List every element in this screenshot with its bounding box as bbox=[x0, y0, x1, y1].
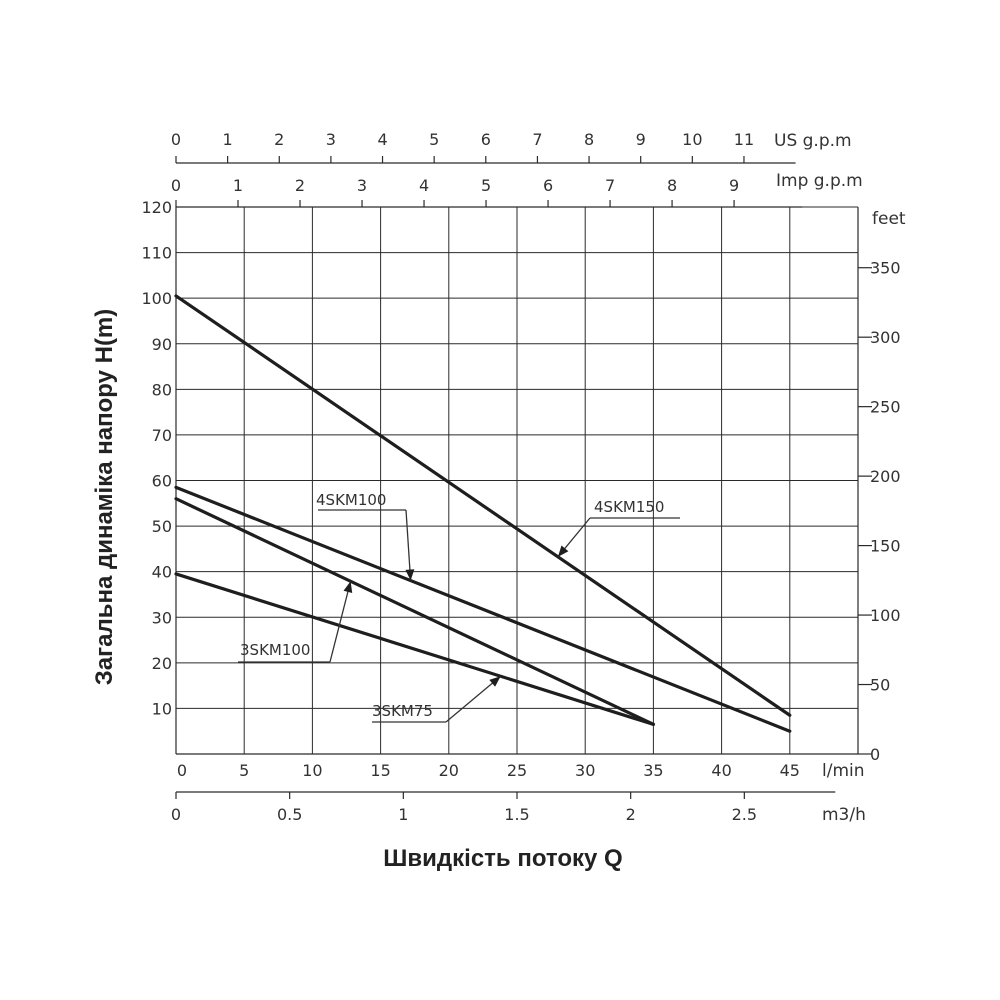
imp-gpm-tick-label: 9 bbox=[729, 176, 739, 195]
m3h-tick-label: 0.5 bbox=[277, 805, 302, 824]
us-gpm-tick-label: 4 bbox=[377, 130, 387, 149]
y-tick-label: 80 bbox=[152, 380, 172, 399]
x-tick-label: 15 bbox=[370, 761, 390, 780]
y-axis-title: Загальна динаміка напору H(m) bbox=[91, 309, 118, 686]
us-gpm-tick-label: 7 bbox=[532, 130, 542, 149]
us-gpm-tick-label: 3 bbox=[326, 130, 336, 149]
curves bbox=[174, 294, 792, 733]
leader-line bbox=[329, 581, 352, 663]
m3h-tick-label: 1 bbox=[398, 805, 408, 824]
y-tick-label: 20 bbox=[152, 654, 172, 673]
us-gpm-tick-label: 5 bbox=[429, 130, 439, 149]
curve-label-4skm150: 4SKM150 bbox=[594, 498, 664, 516]
feet-tick-label: 50 bbox=[870, 676, 890, 695]
x-tick-label: 20 bbox=[439, 761, 459, 780]
curve-label-4skm100: 4SKM100 bbox=[316, 491, 386, 509]
m3h-tick-label: 1.5 bbox=[504, 805, 529, 824]
x-tick-label: 0 bbox=[177, 761, 187, 780]
x-tick-label: 5 bbox=[239, 761, 249, 780]
imp-gpm-tick-label: 3 bbox=[357, 176, 367, 195]
labels: 4SKM150 4SKM100 3SKM100 3SKM75 bbox=[238, 491, 680, 723]
leader-arrowhead bbox=[489, 676, 501, 687]
y-tick-label: 120 bbox=[141, 198, 172, 217]
y-tick-label: 40 bbox=[152, 563, 172, 582]
feet-tick-label: 150 bbox=[870, 537, 901, 556]
curve-3skm75 bbox=[174, 572, 656, 726]
us-gpm-axis-label: US g.p.m bbox=[774, 131, 852, 151]
x-tick-label: 35 bbox=[643, 761, 663, 780]
axes: 1020304050607080901001101200501001502002… bbox=[141, 130, 905, 825]
y-tick-label: 30 bbox=[152, 608, 172, 627]
grid bbox=[176, 206, 859, 754]
us-gpm-tick-label: 0 bbox=[171, 130, 181, 149]
imp-gpm-tick-label: 4 bbox=[419, 176, 429, 195]
imp-gpm-tick-label: 7 bbox=[605, 176, 615, 195]
curve-label-3skm100: 3SKM100 bbox=[240, 641, 310, 659]
x-tick-label: 25 bbox=[507, 761, 527, 780]
x-unit-label: l/min bbox=[822, 761, 865, 781]
feet-tick-label: 0 bbox=[870, 745, 880, 764]
m3h-tick-label: 2 bbox=[626, 805, 636, 824]
us-gpm-tick-label: 9 bbox=[636, 130, 646, 149]
us-gpm-tick-label: 11 bbox=[734, 130, 754, 149]
feet-axis-label: feet bbox=[872, 209, 906, 229]
leader-line bbox=[445, 675, 502, 723]
x-tick-label: 45 bbox=[780, 761, 800, 780]
us-gpm-tick-label: 6 bbox=[481, 130, 491, 149]
us-gpm-tick-label: 8 bbox=[584, 130, 594, 149]
leader-arrowhead bbox=[343, 581, 353, 594]
x-tick-label: 10 bbox=[302, 761, 322, 780]
y-tick-label: 100 bbox=[141, 289, 172, 308]
us-gpm-tick-label: 1 bbox=[223, 130, 233, 149]
m3h-tick-label: 0 bbox=[171, 805, 181, 824]
imp-gpm-tick-label: 8 bbox=[667, 176, 677, 195]
imp-gpm-tick-label: 2 bbox=[295, 176, 305, 195]
y-tick-label: 50 bbox=[152, 517, 172, 536]
us-gpm-tick-label: 10 bbox=[682, 130, 702, 149]
x-tick-label: 30 bbox=[575, 761, 595, 780]
imp-gpm-tick-label: 5 bbox=[481, 176, 491, 195]
feet-tick-label: 200 bbox=[870, 467, 901, 486]
m3h-axis-label: m3/h bbox=[822, 805, 866, 825]
curve-4skm150 bbox=[174, 294, 792, 717]
curve-label-3skm75: 3SKM75 bbox=[372, 702, 433, 720]
imp-gpm-tick-label: 1 bbox=[233, 176, 243, 195]
feet-tick-label: 100 bbox=[870, 606, 901, 625]
m3h-tick-label: 2.5 bbox=[732, 805, 757, 824]
imp-gpm-axis-label: Imp g.p.m bbox=[776, 171, 863, 191]
leader-arrowhead bbox=[405, 569, 415, 581]
leader-line bbox=[405, 509, 412, 581]
us-gpm-tick-label: 2 bbox=[274, 130, 284, 149]
imp-gpm-tick-label: 0 bbox=[171, 176, 181, 195]
x-axis-title: Швидкість потоку Q bbox=[383, 845, 622, 872]
feet-tick-label: 300 bbox=[870, 328, 901, 347]
curve-3skm100 bbox=[174, 497, 656, 726]
feet-tick-label: 250 bbox=[870, 398, 901, 417]
x-tick-label: 40 bbox=[711, 761, 731, 780]
feet-tick-label: 350 bbox=[870, 259, 901, 278]
y-tick-label: 60 bbox=[152, 472, 172, 491]
y-tick-label: 110 bbox=[141, 244, 172, 263]
curve-4skm100 bbox=[174, 485, 792, 733]
y-tick-label: 70 bbox=[152, 426, 172, 445]
leader-arrowhead bbox=[557, 545, 569, 557]
y-tick-label: 90 bbox=[152, 335, 172, 354]
y-tick-label: 10 bbox=[152, 699, 172, 718]
imp-gpm-tick-label: 6 bbox=[543, 176, 553, 195]
